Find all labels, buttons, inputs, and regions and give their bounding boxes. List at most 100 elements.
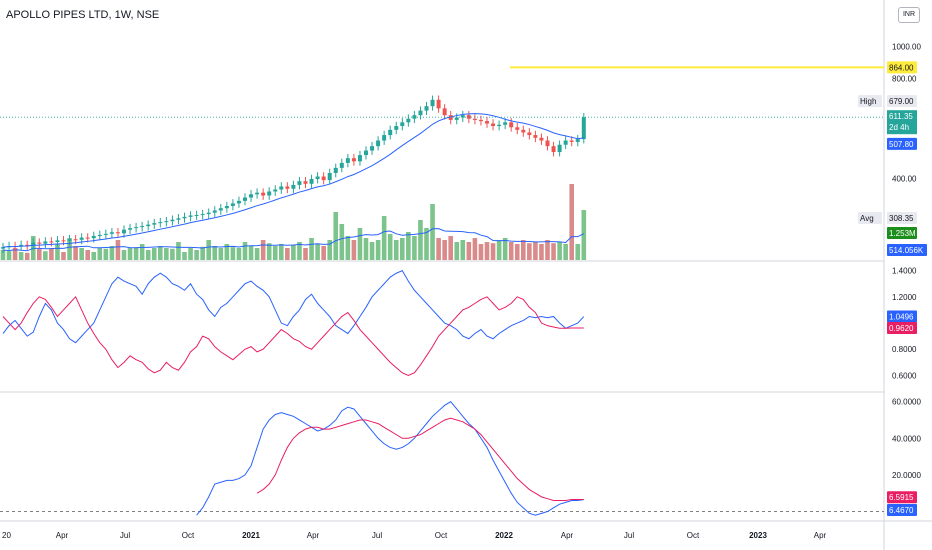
volume-bar: [121, 250, 127, 260]
volume-bar: [557, 242, 562, 260]
volume-bar: [6, 251, 12, 260]
candle-body: [485, 121, 489, 124]
volume-bar: [272, 246, 278, 260]
candle-body: [327, 172, 332, 181]
volume-bar: [291, 244, 296, 260]
volume-bar: [472, 238, 478, 260]
candle-body: [285, 186, 290, 189]
high-label: High: [860, 97, 876, 106]
candle-body: [170, 219, 175, 222]
volume-bar: [73, 246, 78, 260]
candle-body: [321, 176, 326, 181]
candle-body: [527, 132, 532, 136]
indicator1-blue-value-box: [887, 310, 917, 323]
volume-bar: [333, 212, 339, 260]
price-tick-label: 1000.00: [892, 42, 921, 51]
volume-bar: [145, 250, 151, 260]
candle-body: [194, 215, 199, 217]
volume-bar: [139, 244, 145, 260]
volume-bar: [478, 244, 484, 260]
candle-body: [309, 179, 314, 184]
candle-body: [134, 227, 139, 229]
indicator1-tick-label: 0.6000: [892, 371, 917, 380]
currency-button[interactable]: INR: [898, 7, 920, 23]
volume-bar: [533, 242, 538, 260]
candle-body: [49, 241, 54, 243]
indicator1-tick-label: 1.2000: [892, 293, 917, 302]
avg-value-box: [887, 212, 917, 224]
candle-body: [503, 122, 508, 125]
volume-bar: [24, 252, 30, 260]
candle-body: [109, 232, 114, 234]
volume-bar: [61, 252, 66, 260]
candle-body: [472, 118, 477, 120]
candle-body: [200, 214, 205, 216]
candle-body: [224, 206, 229, 209]
candle-body: [436, 99, 441, 109]
indicator2-tick-label: 40.0000: [892, 434, 921, 443]
candle-body: [152, 223, 157, 225]
candle-body: [182, 216, 187, 219]
countdown-label: 2d 4h: [889, 123, 909, 132]
volume-bar: [381, 216, 387, 260]
candle-body: [491, 123, 496, 127]
ma-value-label-box: [887, 137, 917, 150]
candle-body: [351, 158, 356, 162]
time-axis-label: 2023: [749, 531, 767, 540]
candle-body: [345, 158, 350, 163]
volume-bar: [363, 238, 369, 260]
candle-body: [400, 122, 405, 127]
candle-body: [497, 124, 502, 127]
volume-bar: [12, 248, 18, 260]
volume-bar: [375, 240, 381, 260]
candle-body: [164, 221, 169, 223]
candle-body: [509, 122, 514, 128]
volume-bar: [164, 248, 169, 260]
indicator1-series-line: [2, 295, 584, 376]
volume-bar: [387, 234, 393, 260]
high-value: 679.00: [889, 97, 914, 106]
last-volume-label: 1.253M: [889, 229, 916, 238]
indicator1-tick-label: 0.8000: [892, 345, 917, 354]
volume-bar: [151, 248, 157, 260]
volume-bar: [230, 247, 236, 260]
volume-bar: [200, 246, 205, 260]
volume-bar: [254, 248, 260, 260]
candle-body: [406, 118, 411, 123]
volume-bar: [442, 240, 447, 260]
candle-body: [454, 117, 459, 120]
candle-body: [91, 235, 96, 239]
time-axis-label: Apr: [56, 531, 69, 540]
volume-bar: [242, 242, 248, 260]
volume-bar: [569, 184, 574, 260]
volume-bar: [484, 242, 490, 260]
candle-body: [158, 222, 163, 224]
volume-bar: [109, 246, 115, 260]
volume-bar: [248, 246, 254, 260]
time-axis-label: Apr: [814, 531, 827, 540]
candle-body: [357, 155, 362, 162]
volume-bar: [339, 224, 345, 260]
volume-bar: [91, 252, 97, 260]
volume-bar: [79, 248, 84, 260]
volume-bar: [460, 240, 466, 260]
candle-body: [128, 228, 133, 230]
candle-body: [539, 137, 544, 141]
volume-bar: [194, 250, 199, 260]
volume-bar: [436, 238, 441, 260]
volume-bar: [97, 248, 103, 260]
indicator2-pink-value: 6.5915: [889, 493, 914, 502]
volume-bar: [188, 248, 193, 260]
volume-ma-line: [2, 228, 585, 252]
volume-bar: [521, 240, 526, 260]
volume-bar: [345, 236, 351, 260]
candle-body: [442, 108, 447, 116]
volume-bar: [43, 251, 48, 260]
volume-bar: [527, 243, 532, 260]
volume-bar: [502, 238, 508, 260]
candle-body: [140, 226, 145, 228]
volume-bar: [103, 248, 109, 260]
price-tick-label: 800.00: [892, 74, 917, 83]
volume-bar: [321, 246, 326, 260]
